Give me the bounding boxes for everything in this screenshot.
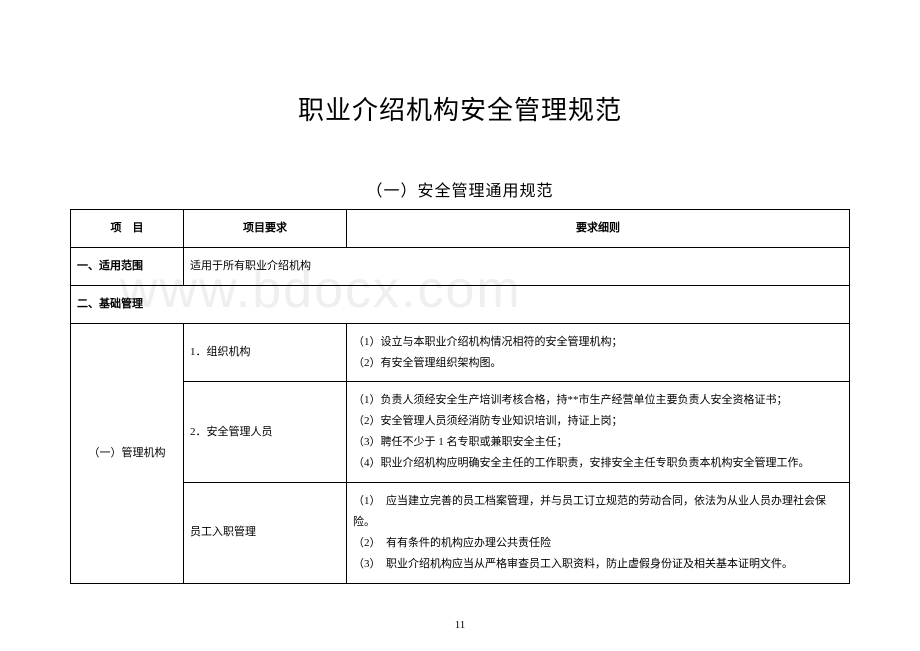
regulation-table: 项 目 项目要求 要求细则 一、适用范围 适用于所有职业介绍机构 二、基础管理 …: [70, 209, 850, 584]
base-management-row: 二、基础管理: [71, 285, 850, 323]
mgmt-req-2: 员工入职管理: [184, 483, 347, 584]
table-row: 员工入职管理 （1） 应当建立完善的员工档案管理，并与员工订立规范的劳动合同，依…: [71, 483, 850, 584]
mgmt-detail-0: （1）设立与本职业介绍机构情况相符的安全管理机构； （2）有安全管理组织架构图。: [347, 323, 850, 382]
mgmt-group-label: （一）管理机构: [71, 323, 184, 583]
mgmt-req-0: 1．组织机构: [184, 323, 347, 382]
mgmt-detail-1: （1）负责人须经安全生产培训考核合格，持**市生产经营单位主要负责人安全资格证书…: [347, 382, 850, 483]
mgmt-detail-2: （1） 应当建立完善的员工档案管理，并与员工订立规范的劳动合同，依法为从业人员办…: [347, 483, 850, 584]
table-header-row: 项 目 项目要求 要求细则: [71, 210, 850, 248]
mgmt-req-1: 2．安全管理人员: [184, 382, 347, 483]
header-col3: 要求细则: [347, 210, 850, 248]
base-management-label: 二、基础管理: [71, 285, 850, 323]
header-col2: 项目要求: [184, 210, 347, 248]
document-title: 职业介绍机构安全管理规范: [70, 0, 850, 127]
page-number: 11: [0, 619, 920, 631]
scope-requirement: 适用于所有职业介绍机构: [184, 247, 850, 285]
header-col1: 项 目: [71, 210, 184, 248]
scope-row: 一、适用范围 适用于所有职业介绍机构: [71, 247, 850, 285]
scope-label: 一、适用范围: [71, 247, 184, 285]
table-row: 2．安全管理人员 （1）负责人须经安全生产培训考核合格，持**市生产经营单位主要…: [71, 382, 850, 483]
section-subtitle: （一）安全管理通用规范: [70, 177, 850, 201]
table-row: （一）管理机构 1．组织机构 （1）设立与本职业介绍机构情况相符的安全管理机构；…: [71, 323, 850, 382]
